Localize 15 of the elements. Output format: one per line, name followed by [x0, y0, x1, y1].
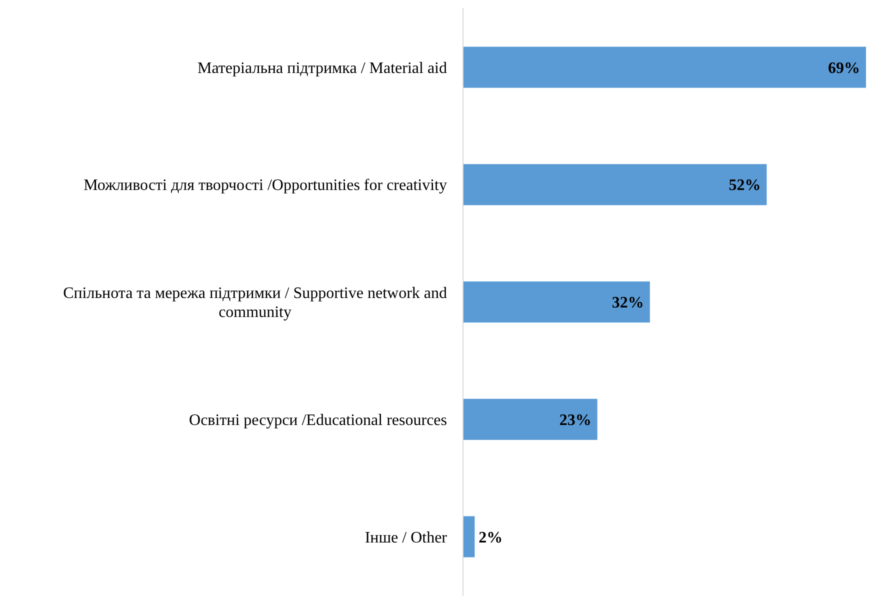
bar [463, 398, 598, 440]
bar [463, 281, 650, 323]
y-tick-label: Матеріальна підтримка / Material aid [198, 60, 447, 77]
bar [463, 164, 767, 206]
y-tick-label: Інше / Other [364, 529, 448, 546]
data-label: 23% [559, 412, 592, 429]
data-label: 52% [728, 177, 761, 194]
y-tick-label: Можливості для творчості /Opportunities for creativity [84, 177, 447, 194]
data-label: 69% [828, 60, 860, 77]
bar [463, 46, 866, 88]
y-tick-label: Спільнота та мережа підтримки / Supportive network and community [63, 285, 447, 322]
y-tick-label: Освітні ресурси /Educational resources [189, 412, 447, 429]
data-label: 2% [478, 529, 503, 546]
data-label: 32% [612, 294, 644, 312]
bar [463, 516, 475, 558]
